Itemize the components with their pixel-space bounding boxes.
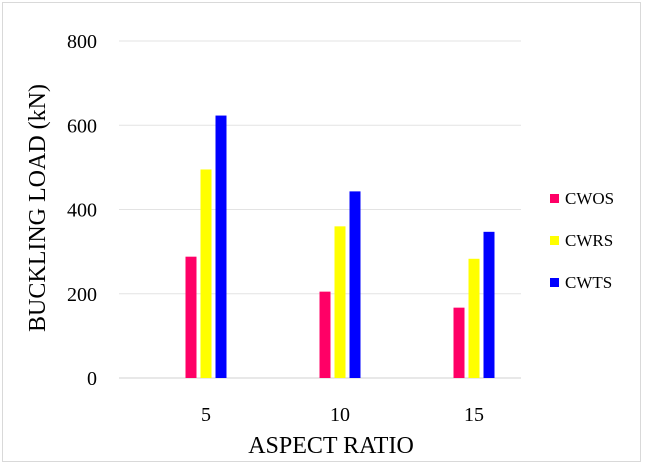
bar-cwos-15 <box>453 307 465 378</box>
bar-cwrs-5 <box>200 169 212 378</box>
y-tick-label: 400 <box>67 200 97 222</box>
x-tick-label: 5 <box>201 404 211 426</box>
bar-cwrs-10 <box>334 226 346 378</box>
y-tick-label: 600 <box>67 115 97 137</box>
bars <box>185 115 495 378</box>
legend-label: CWTS <box>565 273 612 292</box>
legend-label: CWRS <box>565 231 613 250</box>
y-axis-ticks: 0 200 400 600 800 <box>67 31 97 390</box>
y-tick-label: 200 <box>67 284 97 306</box>
x-axis-ticks: 5 10 15 <box>201 404 484 426</box>
legend: CWOS CWRS CWTS <box>550 189 614 292</box>
legend-swatch <box>550 236 559 245</box>
bar-cwos-5 <box>185 256 197 378</box>
bar-cwts-10 <box>349 191 361 378</box>
x-tick-label: 15 <box>464 404 484 426</box>
x-axis-title: ASPECT RATIO <box>248 433 414 459</box>
legend-swatch <box>550 278 559 287</box>
x-tick-label: 10 <box>330 404 350 426</box>
legend-swatch <box>550 194 559 203</box>
y-tick-label: 0 <box>87 368 97 390</box>
bar-cwts-5 <box>215 115 227 378</box>
chart-frame: 0 200 400 600 800 5 10 15 CWOS CWRS CWTS BUCKLIN… <box>2 2 641 462</box>
y-axis-title: BUCKLING LOAD (kN) <box>25 84 51 332</box>
bar-cwrs-15 <box>468 258 480 378</box>
bar-cwts-15 <box>483 231 495 378</box>
legend-label: CWOS <box>565 189 614 208</box>
bar-cwos-10 <box>319 291 331 378</box>
y-tick-label: 800 <box>67 31 97 53</box>
bar-chart: 0 200 400 600 800 5 10 15 CWOS CWRS CWTS BUCKLIN… <box>25 31 614 459</box>
